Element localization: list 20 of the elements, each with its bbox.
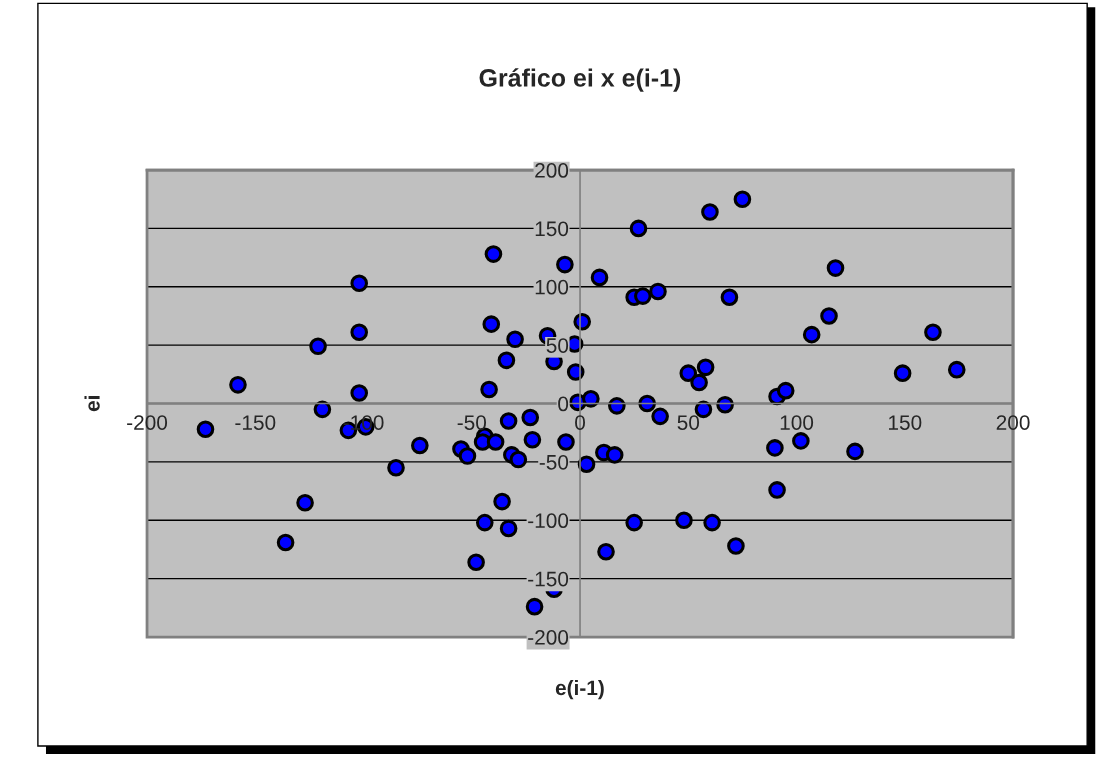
x-tick-label: 100	[780, 415, 814, 430]
y-tick-label: -50	[539, 454, 569, 470]
y-axis-title: ei	[84, 396, 100, 412]
x-tick-label: -150	[235, 415, 276, 430]
x-tick-label: 0	[575, 415, 586, 430]
y-tick-label: -150	[528, 571, 569, 587]
x-tick-label: 50	[677, 415, 700, 430]
y-tick-label: -200	[528, 630, 569, 645]
y-tick-label: 0	[558, 396, 569, 412]
y-tick-label: 100	[535, 279, 569, 295]
x-tick-label: -50	[457, 415, 487, 430]
x-tick-label: 200	[996, 415, 1030, 430]
y-tick-label: 200	[535, 163, 569, 178]
y-tick-label: 150	[535, 221, 569, 237]
x-axis-title: e(i-1)	[555, 679, 604, 700]
y-tick-label: -100	[528, 513, 569, 529]
y-tick-label: 50	[546, 338, 569, 353]
x-tick-label: 150	[889, 415, 922, 430]
chart-title: Gráfico ei x e(i-1)	[479, 68, 681, 92]
x-tick-label: -200	[127, 415, 168, 430]
